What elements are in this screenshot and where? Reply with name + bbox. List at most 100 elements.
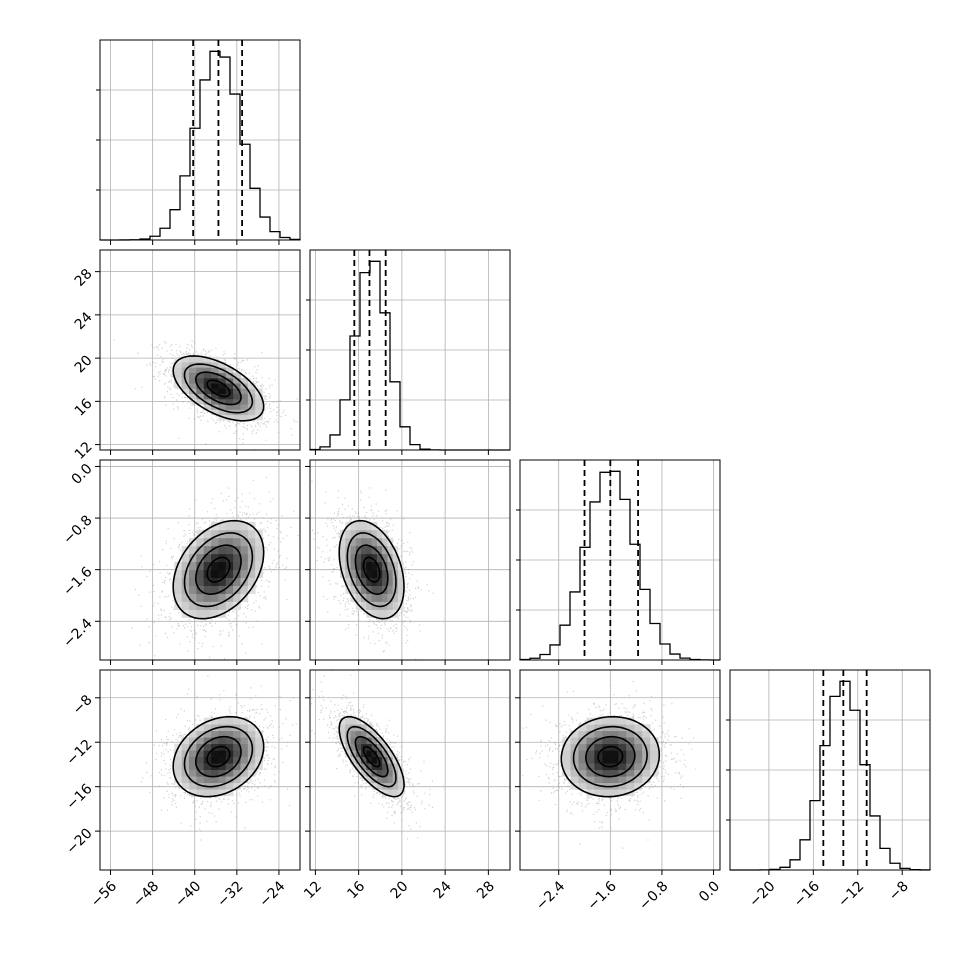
density-cell <box>181 776 190 784</box>
density-cell <box>189 545 197 555</box>
density-cell <box>382 577 388 587</box>
density-cell <box>610 769 619 777</box>
density-cell <box>355 561 362 571</box>
scatter-points <box>131 476 299 660</box>
density-cell <box>240 388 249 395</box>
density-cell <box>240 521 249 531</box>
density-cell <box>570 769 579 777</box>
density-cell <box>240 377 249 384</box>
density-cell <box>361 529 367 539</box>
density-cell <box>586 782 595 790</box>
density-cell <box>189 383 197 389</box>
density-cell <box>189 756 197 764</box>
density-cell <box>174 377 183 384</box>
density-cell <box>218 593 227 602</box>
x-tick-label: −56 <box>88 878 120 910</box>
density-cell <box>240 529 249 539</box>
density-cell <box>366 724 373 732</box>
density-cell <box>203 367 212 373</box>
density-cell <box>211 593 219 602</box>
density-cell <box>196 609 205 618</box>
density-cell <box>376 776 383 784</box>
density-cell <box>196 737 205 745</box>
density-cell <box>174 763 183 771</box>
density-cell <box>181 372 190 379</box>
density-cell <box>397 769 404 777</box>
density-cell <box>366 585 373 594</box>
density-cell <box>586 756 595 764</box>
density-cell <box>382 569 388 579</box>
density-panel-2-0 <box>95 459 301 665</box>
density-cell <box>247 383 256 389</box>
density-cell <box>174 750 183 758</box>
density-cell <box>382 593 388 602</box>
density-cell <box>366 569 373 579</box>
contour-line <box>346 725 397 788</box>
density-cell <box>196 561 205 571</box>
density-cell <box>387 577 394 587</box>
density-cell <box>189 750 197 758</box>
density-cell <box>211 724 219 732</box>
contour-line <box>206 556 231 583</box>
density-cell <box>211 730 219 738</box>
density-cell <box>189 763 197 771</box>
density-cell <box>189 367 197 373</box>
density-cell <box>174 372 183 379</box>
density-cell <box>240 776 249 784</box>
density-cell <box>397 776 404 784</box>
density-cell <box>618 782 627 790</box>
density-cell <box>376 782 383 790</box>
density-cell <box>366 769 373 777</box>
density-cell <box>255 404 263 410</box>
x-tick-label: 0.0 <box>696 878 723 905</box>
contour-line <box>172 519 265 620</box>
density-cell <box>196 537 205 547</box>
contour-line <box>346 532 397 608</box>
panel-content <box>311 480 434 660</box>
density-cell <box>392 789 399 797</box>
density-cell <box>233 521 241 531</box>
density-cell <box>650 743 659 751</box>
density-cell <box>233 730 241 738</box>
density-cell <box>181 593 190 602</box>
density-cell <box>642 776 651 784</box>
density-cell <box>218 756 227 764</box>
density-cell <box>189 743 197 751</box>
density-cell <box>189 737 197 745</box>
density-cell <box>225 737 234 745</box>
x-tick-label: −12 <box>835 878 867 910</box>
density-cell <box>225 763 234 771</box>
panel-content <box>113 339 298 450</box>
density-cell <box>211 569 219 579</box>
density-cell <box>196 377 205 384</box>
x-tick-label: 20 <box>388 878 412 902</box>
density-cell <box>371 561 378 571</box>
density-cell <box>203 529 212 539</box>
density-panel-2-1 <box>305 459 511 665</box>
density-cell <box>376 561 383 571</box>
density-cells <box>174 717 263 797</box>
density-cell <box>203 769 212 777</box>
density-cell <box>218 537 227 547</box>
density-cell <box>233 601 241 610</box>
density-cell <box>181 362 190 368</box>
density-cells <box>174 356 263 421</box>
density-cell <box>355 521 362 531</box>
density-cell <box>211 383 219 389</box>
density-cell <box>634 756 643 764</box>
density-cell <box>240 743 249 751</box>
density-cell <box>196 398 205 405</box>
density-cell <box>361 763 367 771</box>
contour-line <box>183 363 254 414</box>
density-cell <box>225 724 234 732</box>
density-cell <box>376 609 383 618</box>
density-cell <box>361 577 367 587</box>
density-cell <box>240 545 249 555</box>
density-cell <box>594 724 603 732</box>
density-cell <box>189 601 197 610</box>
histogram-steps <box>309 260 510 451</box>
density-cell <box>218 388 227 395</box>
contour-line <box>206 379 231 398</box>
density-cell <box>211 743 219 751</box>
density-cell <box>196 577 205 587</box>
